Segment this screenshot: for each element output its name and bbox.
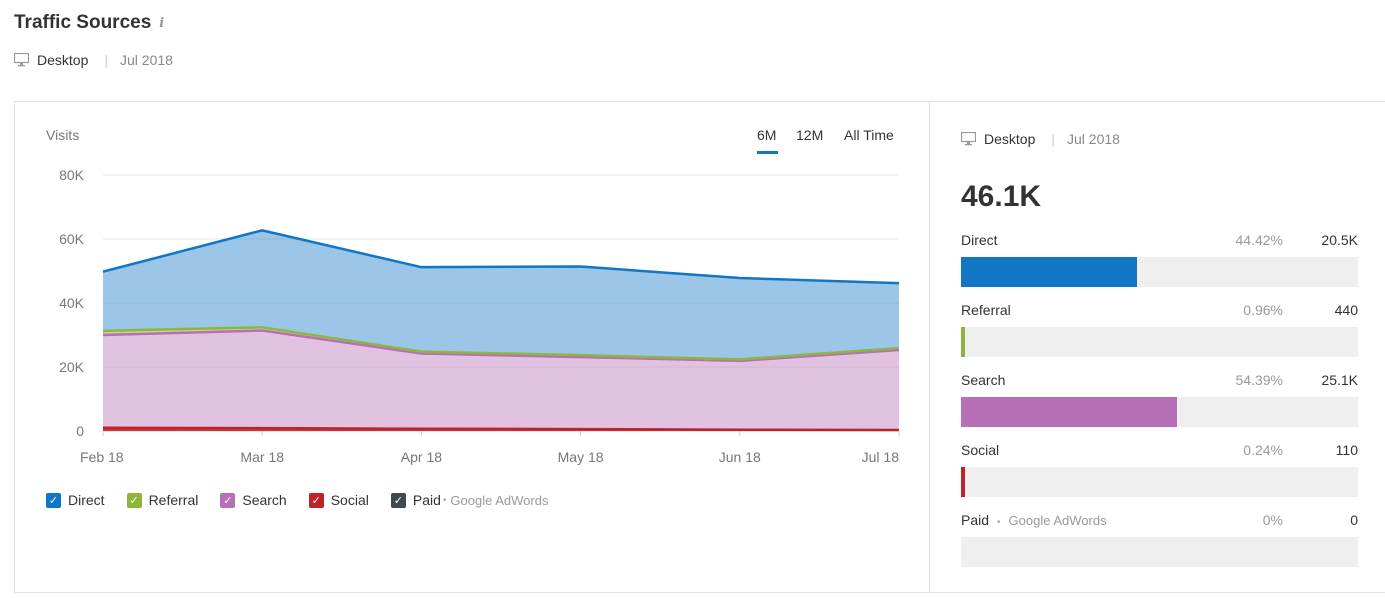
legend-item-direct[interactable]: ✓ Direct [46, 492, 105, 508]
x-tick-label: Jul 18 [862, 449, 900, 465]
y-tick-label: 0 [76, 423, 84, 439]
active-tab-indicator [757, 151, 778, 154]
source-percent: 0% [1262, 512, 1283, 528]
source-label-search: Search [961, 372, 1005, 388]
share-bar-track [961, 327, 1358, 357]
source-value: 20.5K [1321, 232, 1358, 248]
checkbox-checked-icon[interactable]: ✓ [220, 492, 236, 508]
share-bar-track [961, 467, 1358, 497]
device-label: Desktop [37, 52, 89, 68]
legend-label: Paid [412, 492, 441, 508]
source-name: Social [961, 442, 1000, 458]
checkbox-checked-icon[interactable]: ✓ [46, 492, 61, 508]
legend-label: Social [330, 492, 369, 508]
share-bar-fill [961, 327, 965, 357]
source-percent: 54.39% [1235, 372, 1283, 388]
share-bar-track [961, 257, 1358, 287]
source-value: 0 [1350, 512, 1358, 528]
source-percent: 0.24% [1243, 442, 1283, 458]
source-label-direct: Direct [961, 232, 998, 248]
y-tick-label: 40K [59, 295, 85, 311]
bullet-separator: • [997, 517, 1001, 528]
legend-item-social[interactable]: ✓ Social [308, 492, 369, 508]
source-label-paid: Paid • Google AdWords [961, 512, 1107, 528]
source-value: 440 [1334, 302, 1358, 318]
share-bar-track [961, 397, 1358, 427]
tab-all-time[interactable]: All Time [844, 127, 894, 143]
x-tick-label: Feb 18 [80, 449, 124, 465]
source-value: 25.1K [1321, 372, 1358, 388]
panel-divider [929, 101, 930, 593]
x-tick-label: Jun 18 [719, 449, 761, 465]
tab-6m[interactable]: 6M [757, 127, 777, 143]
legend-item-paid[interactable]: ✓ Paid • Google AdWords [390, 492, 549, 508]
monitor-icon [14, 53, 29, 67]
meta-separator: | [104, 52, 108, 68]
y-tick-label: 80K [59, 167, 85, 183]
legend-sublabel: Google AdWords [450, 492, 549, 508]
legend-label: Search [242, 492, 287, 508]
legend-label: Referral [148, 492, 199, 508]
source-name: Direct [961, 232, 998, 248]
monitor-icon [961, 132, 976, 146]
checkbox-checked-icon[interactable]: ✓ [390, 492, 406, 508]
checkbox-checked-icon[interactable]: ✓ [308, 492, 324, 508]
traffic-panel [14, 101, 1385, 593]
source-label-referral: Referral [961, 302, 1011, 318]
legend-item-search[interactable]: ✓ Search [220, 492, 287, 508]
meta-separator: | [1051, 131, 1055, 147]
header-meta: Desktop | Jul 2018 [14, 52, 173, 68]
share-bar-fill [961, 397, 1177, 427]
legend-label: Direct [68, 492, 105, 508]
traffic-chart: 0 20K 40K 60K 80K Feb 18 Mar 18 Apr 18 May 18 Jun… [59, 167, 900, 465]
chart-ylabel: Visits [46, 127, 80, 143]
bullet-separator: • [442, 494, 447, 506]
page-title-text: Traffic Sources [14, 12, 152, 33]
device-label: Desktop [984, 131, 1036, 147]
share-bar-fill [961, 257, 1137, 287]
share-bar-fill [961, 467, 965, 497]
summary-meta: Desktop | Jul 2018 [961, 131, 1120, 147]
page-title: Traffic Sources i [14, 12, 164, 34]
share-bar-track [961, 537, 1358, 567]
line-social [102, 426, 900, 432]
source-name: Paid [961, 512, 990, 528]
line-search [102, 329, 900, 363]
source-percent: 44.42% [1235, 232, 1283, 248]
checkbox-checked-icon[interactable]: ✓ [126, 492, 142, 508]
legend-item-referral[interactable]: ✓ Referral [126, 492, 199, 508]
x-tick-label: Apr 18 [401, 449, 442, 465]
y-tick-label: 20K [59, 359, 85, 375]
date-label: Jul 2018 [1067, 131, 1120, 147]
line-referral [102, 326, 900, 361]
line-direct [102, 229, 900, 285]
x-tick-label: Mar 18 [240, 449, 284, 465]
source-value: 110 [1335, 442, 1358, 458]
total-visits: 46.1K [961, 180, 1042, 213]
x-tick-label: May 18 [558, 449, 604, 465]
source-sublabel: Google AdWords [1008, 513, 1107, 528]
area-search [103, 330, 899, 431]
source-label-social: Social [961, 442, 999, 458]
source-percent: 0.96% [1243, 302, 1283, 318]
source-name: Search [961, 372, 1006, 388]
date-label: Jul 2018 [120, 52, 173, 68]
source-name: Referral [961, 302, 1011, 318]
area-direct [103, 230, 899, 360]
chart-legend: ✓ Direct ✓ Referral ✓ Search ✓ Social ✓ … [46, 492, 570, 508]
info-icon[interactable]: i [159, 15, 165, 31]
y-tick-label: 60K [59, 231, 85, 247]
tab-12m[interactable]: 12M [796, 127, 824, 143]
